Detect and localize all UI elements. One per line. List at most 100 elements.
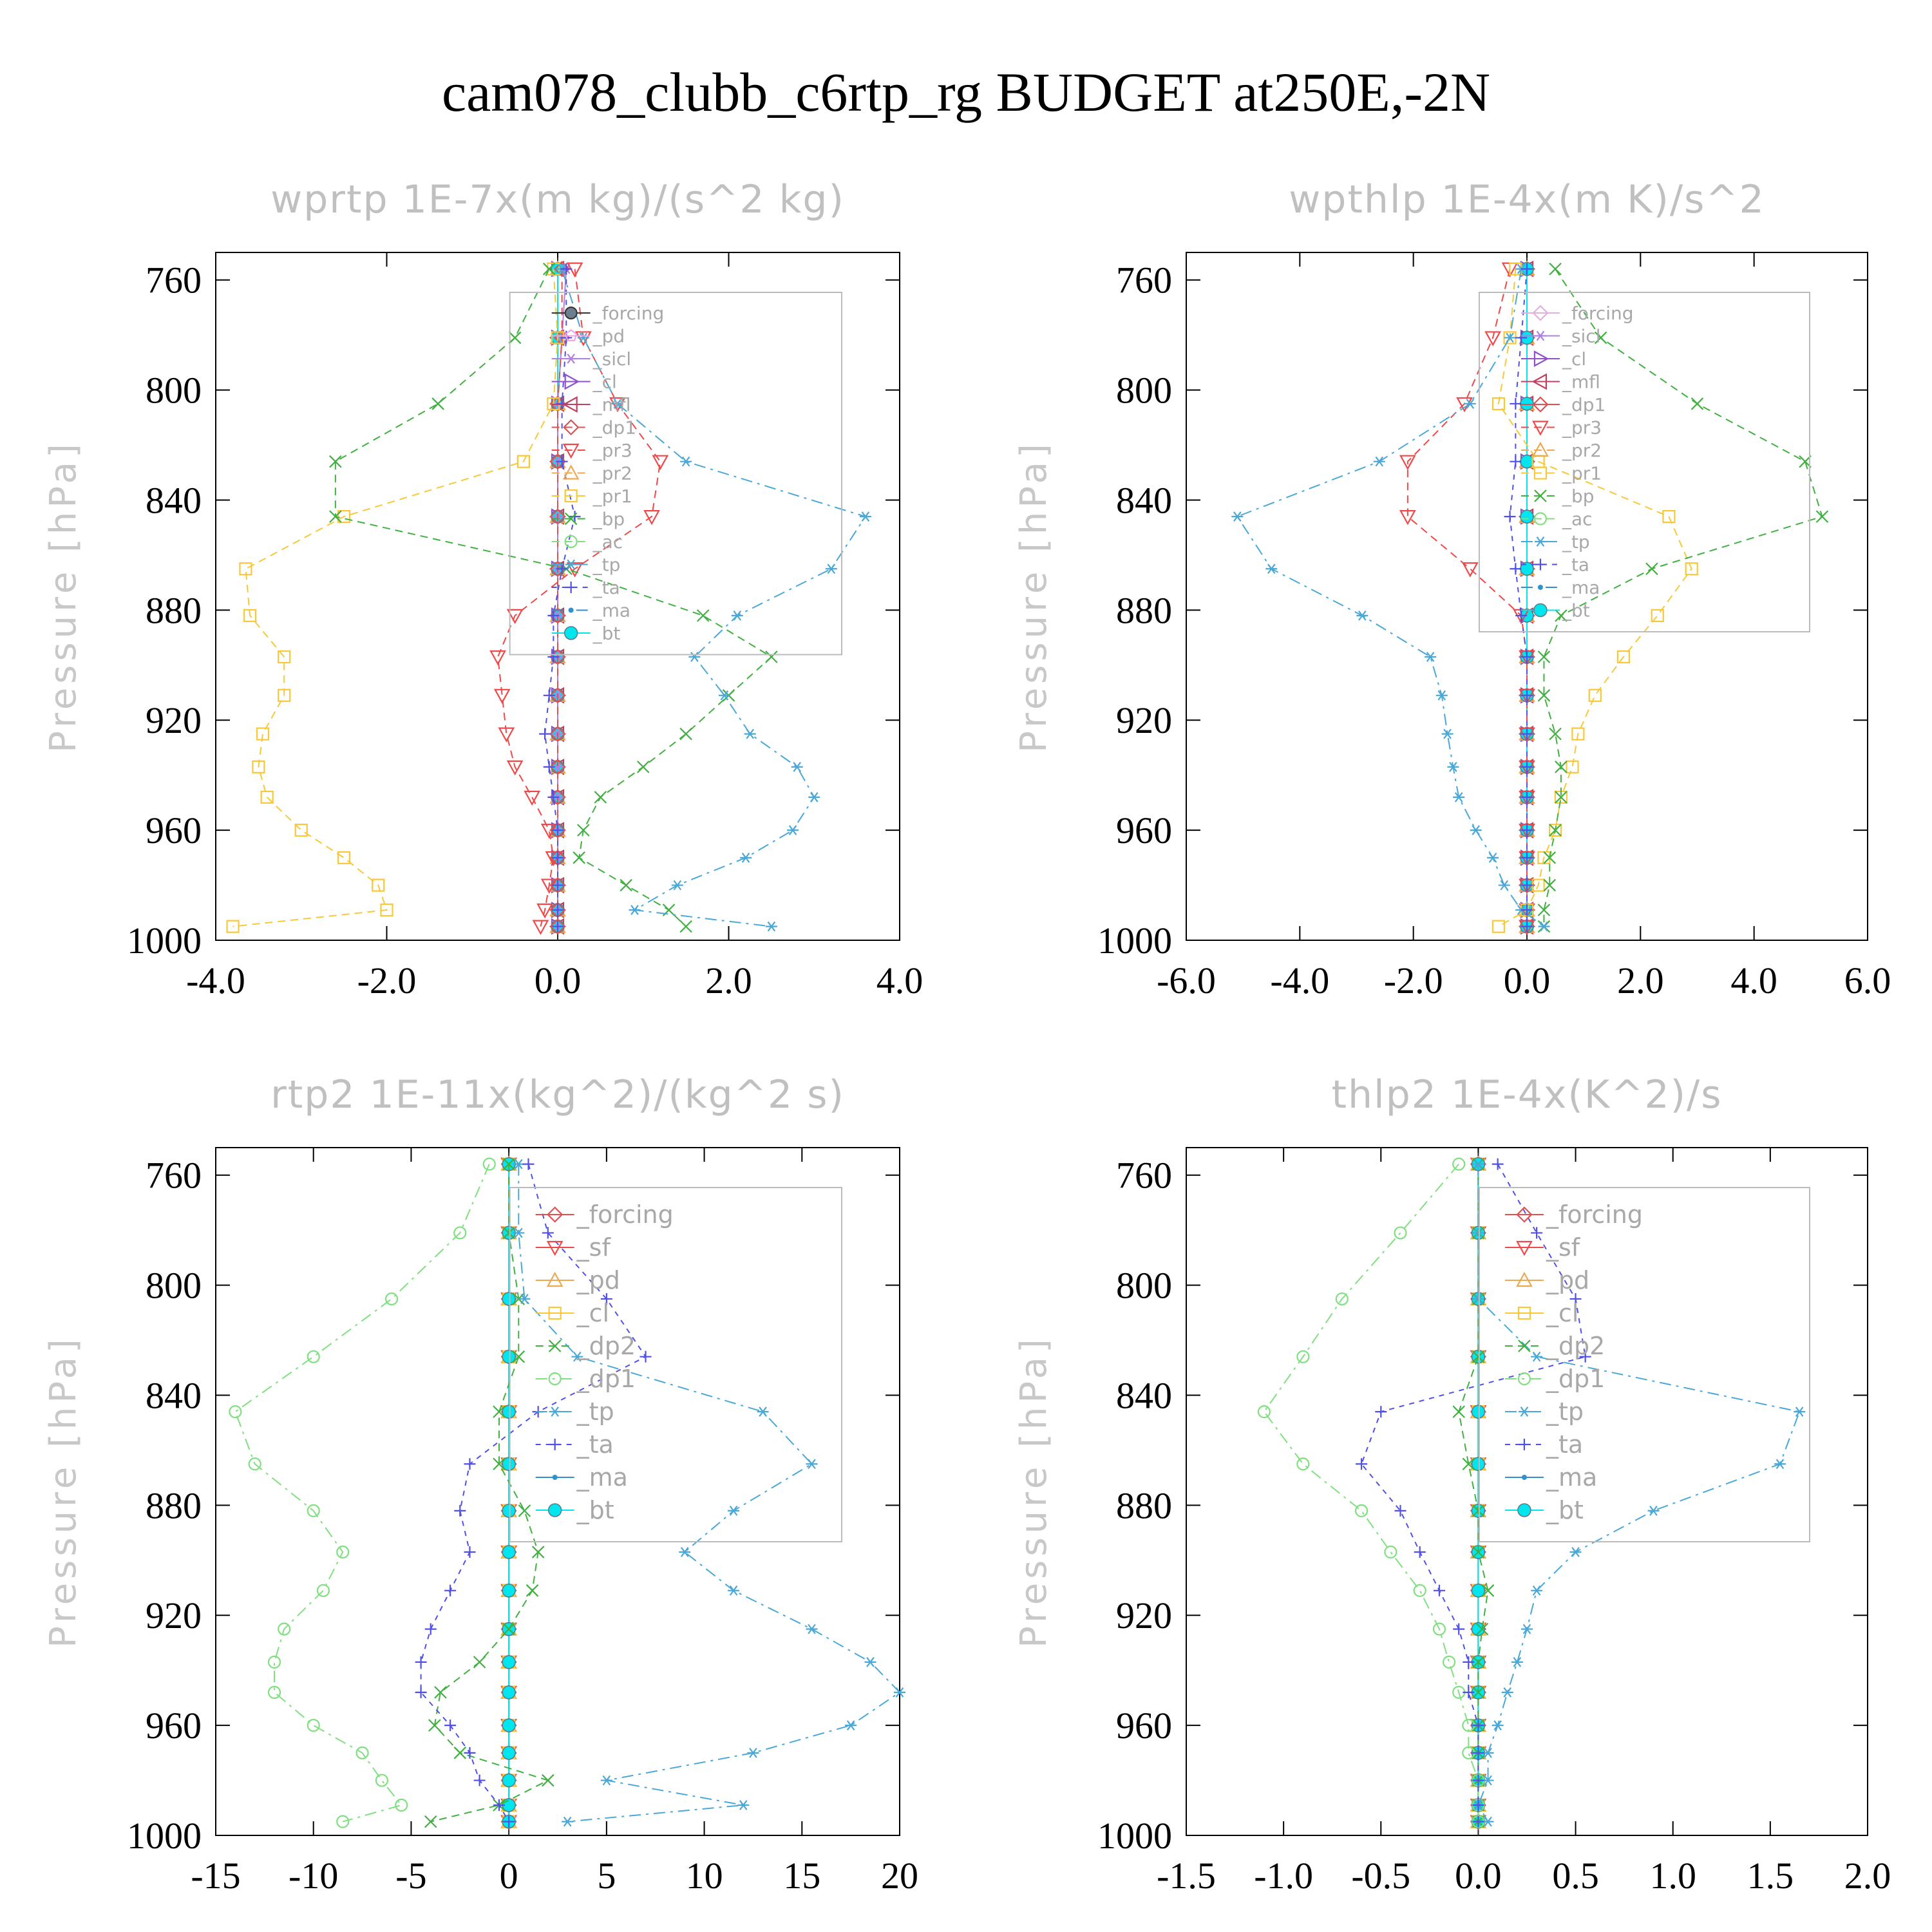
legend-marker	[1533, 466, 1548, 480]
data-point	[502, 1584, 516, 1598]
series-line	[1497, 269, 1692, 927]
panel-2: wpthlp 1E-4x(m K)/s^2 Pressure [hPa] -6.0 -…	[1013, 177, 1891, 1001]
panel-title: rtp2 1E-11x(kg^2)/(kg^2 s)	[270, 1072, 845, 1117]
legend-label: _pr2	[1562, 440, 1602, 461]
y-tick-label: 760	[146, 260, 202, 301]
panel-title: thlp2 1E-4x(K^2)/s	[1331, 1072, 1722, 1117]
data-point	[536, 903, 553, 919]
data-point	[577, 824, 590, 837]
data-point	[489, 650, 506, 666]
legend-marker	[549, 1406, 561, 1417]
data-point	[239, 562, 252, 576]
data-point	[1265, 564, 1278, 574]
data-point	[806, 1624, 818, 1634]
data-point	[516, 455, 531, 468]
x-tick-label: 1.5	[1747, 1855, 1794, 1897]
data-point	[542, 1227, 554, 1239]
legend-marker	[549, 1439, 561, 1450]
data-point	[1354, 1504, 1368, 1518]
data-point	[1472, 1815, 1484, 1828]
y-tick-label: 880	[146, 1484, 202, 1526]
data-point	[1651, 609, 1664, 623]
data-point	[256, 727, 270, 741]
x-tick-label: 15	[783, 1855, 820, 1897]
data-point	[1472, 1350, 1485, 1363]
legend-marker	[1516, 1206, 1533, 1223]
data-point	[1511, 1657, 1523, 1667]
data-point	[1531, 1227, 1543, 1239]
y-tick-label: 840	[146, 1374, 202, 1416]
data-point	[372, 878, 385, 892]
legend-label: _ta	[1562, 554, 1589, 576]
x-tick-label: 1.0	[1649, 1855, 1696, 1897]
series-line	[1406, 269, 1528, 927]
data-point	[1482, 1816, 1494, 1827]
data-point	[424, 1623, 437, 1635]
data-point	[508, 331, 522, 345]
data-point	[1471, 1584, 1486, 1598]
data-point	[643, 510, 660, 526]
series-line	[1458, 1164, 1489, 1822]
data-point	[1375, 1406, 1387, 1418]
data-point	[1555, 791, 1567, 804]
series-pr3	[1399, 262, 1535, 935]
data-point	[1231, 511, 1244, 522]
data-point	[791, 762, 803, 772]
data-point	[267, 1685, 281, 1699]
data-point	[1296, 1350, 1310, 1363]
legend-marker	[1534, 558, 1546, 571]
legend: _forcing _sf _pd _cl _dp2 _dp1 _tp _ta _ma _bt	[509, 1187, 842, 1542]
data-point	[1520, 397, 1534, 411]
series-tp	[1231, 263, 1550, 932]
series-line	[234, 1164, 490, 1823]
series-line	[430, 1164, 550, 1823]
legend-marker	[564, 626, 578, 640]
legend-label: _ta	[592, 577, 620, 598]
y-tick-label: 880	[1116, 1484, 1172, 1526]
legend: _forcing_sicl_cl_mfl_dp1_pr3_pr2_pr1_bp_…	[1478, 292, 1810, 632]
data-point	[1537, 689, 1551, 702]
data-point	[620, 878, 632, 892]
data-point	[577, 332, 589, 343]
legend-marker	[1533, 350, 1549, 367]
data-point	[549, 759, 566, 775]
legend-label: _sf	[1546, 1233, 1581, 1262]
data-point	[549, 918, 566, 935]
data-point	[502, 1773, 516, 1788]
data-point	[524, 790, 541, 806]
data-point	[482, 1157, 496, 1171]
data-point	[1425, 652, 1437, 662]
figure-title: cam078_clubb_c6rtp_rg BUDGET at250E,-2N	[442, 61, 1490, 123]
data-point	[1549, 727, 1562, 741]
data-point	[728, 1506, 740, 1516]
data-point	[1413, 1584, 1426, 1597]
legend-label: _bt	[576, 1496, 614, 1524]
data-point	[336, 1815, 350, 1828]
series-line	[232, 269, 559, 927]
legend-label: _mfl	[592, 394, 631, 415]
y-tick-label: 920	[146, 699, 202, 741]
data-point	[1515, 332, 1528, 344]
data-point	[1453, 792, 1465, 802]
y-tick-label: 840	[1116, 1374, 1172, 1416]
data-point	[336, 1545, 350, 1559]
data-point	[859, 511, 871, 522]
legend-label: _sicl	[1562, 326, 1601, 347]
legend-label: _dp2	[1546, 1332, 1605, 1360]
data-point	[652, 455, 669, 470]
y-tick-label: 1000	[127, 920, 202, 961]
legend-label: _bp	[592, 509, 625, 530]
data-point	[502, 1457, 516, 1472]
data-point	[1521, 851, 1533, 864]
x-tick-label: 10	[686, 1855, 723, 1897]
legend-label: _cl	[576, 1299, 609, 1327]
data-point	[864, 1657, 876, 1667]
data-point	[1481, 1584, 1495, 1597]
data-point	[453, 1226, 467, 1240]
data-point	[1521, 904, 1533, 916]
data-point	[337, 851, 351, 864]
data-point	[825, 564, 837, 574]
data-point	[226, 920, 240, 933]
data-point	[1482, 1775, 1494, 1786]
y-tick-label: 880	[146, 589, 202, 631]
